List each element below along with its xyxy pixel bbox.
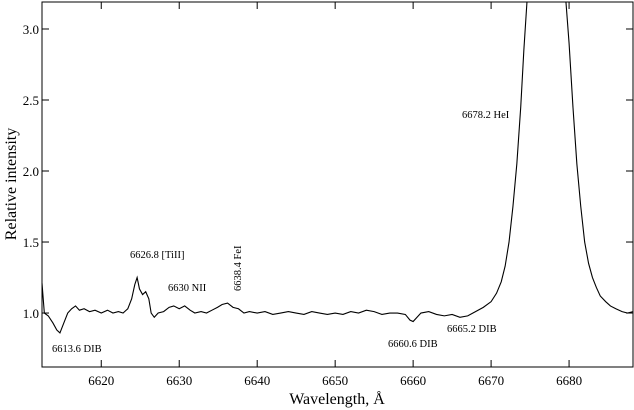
annotation: 6626.8 [TiII]	[130, 250, 184, 261]
y-tick-label: 2.0	[23, 164, 39, 179]
y-axis-title: Relative intensity	[3, 128, 20, 240]
x-tick-label: 6670	[478, 373, 504, 388]
x-tick-label: 6620	[88, 373, 114, 388]
x-tick-label: 6650	[322, 373, 348, 388]
annotation: 6660.6 DIB	[388, 339, 438, 350]
spectrum-line	[41, 1, 634, 334]
annotation: 6638.4 FeI	[233, 245, 244, 291]
plot-frame	[41, 1, 634, 368]
x-tick-label: 6640	[244, 373, 270, 388]
annotation: 6678.2 HeI	[462, 110, 510, 121]
y-tick-label: 3.0	[23, 22, 39, 37]
x-tick-label: 6680	[556, 373, 582, 388]
x-axis-title: Wavelength, Å	[289, 390, 385, 408]
x-tick-label: 6660	[400, 373, 426, 388]
annotation: 6630 NII	[168, 283, 207, 294]
y-tick-label: 2.5	[23, 93, 39, 108]
x-tick-label: 6630	[166, 373, 192, 388]
y-tick-label: 1.5	[23, 235, 39, 250]
annotation: 6665.2 DIB	[447, 324, 497, 335]
annotation: 6613.6 DIB	[52, 344, 102, 355]
y-tick-label: 1.0	[23, 306, 39, 321]
